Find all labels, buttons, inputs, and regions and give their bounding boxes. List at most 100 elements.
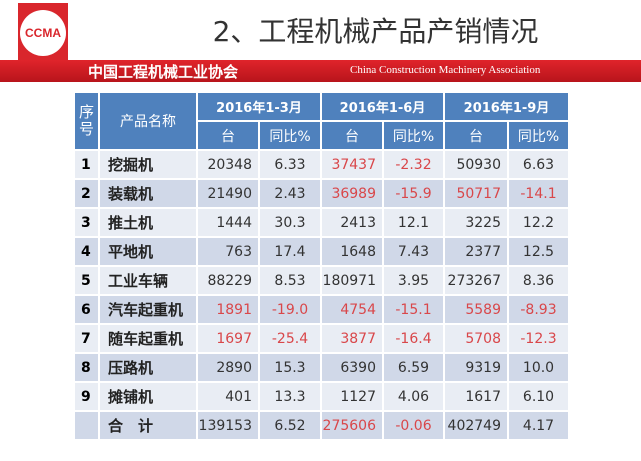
units-cell: 5708 (443, 323, 509, 354)
row-no: 7 (73, 323, 100, 354)
units-cell: 1127 (320, 381, 384, 412)
yoy-cell: 2.43 (258, 178, 322, 209)
table-row: 9 摊铺机 401 13.3 1127 4.06 1617 6.10 (73, 381, 570, 412)
row-no: 1 (73, 149, 100, 180)
yoy-cell: -15.9 (382, 178, 445, 209)
table-row: 7 随车起重机 1697 -25.4 3877 -16.4 5708 -12.3 (73, 323, 570, 354)
yoy-cell: -25.4 (258, 323, 322, 354)
yoy-cell: 6.63 (507, 149, 570, 180)
units-cell: 273267 (443, 265, 509, 296)
sales-table: 序号 产品名称 2016年1-3月 2016年1-6月 2016年1-9月 台同… (73, 91, 570, 441)
table-row: 1 挖掘机 20348 6.33 37437 -2.32 50930 6.63 (73, 149, 570, 180)
yoy-cell: -12.3 (507, 323, 570, 354)
yoy-cell: -14.1 (507, 178, 570, 209)
units-cell: 20348 (196, 149, 260, 180)
yoy-cell: 12.1 (382, 207, 445, 238)
units-cell: 180971 (320, 265, 384, 296)
row-no: 3 (73, 207, 100, 238)
header-no: 序号 (73, 91, 100, 151)
header-unit: 台 (196, 120, 260, 151)
product-name: 平地机 (98, 236, 198, 267)
header-unit: 台 (443, 120, 509, 151)
page-title: 2、工程机械产品产销情况 (212, 15, 539, 48)
units-cell: 401 (196, 381, 260, 412)
header-yoy: 同比% (507, 120, 570, 151)
yoy-cell: -15.1 (382, 294, 445, 325)
yoy-cell: 12.2 (507, 207, 570, 238)
yoy-cell: 6.10 (507, 381, 570, 412)
yoy-cell: 4.17 (507, 410, 570, 441)
product-name: 汽车起重机 (98, 294, 198, 325)
units-cell: 1617 (443, 381, 509, 412)
header-name: 产品名称 (98, 91, 198, 151)
product-name: 装载机 (98, 178, 198, 209)
yoy-cell: 15.3 (258, 352, 322, 383)
yoy-cell: 8.36 (507, 265, 570, 296)
row-no: 9 (73, 381, 100, 412)
yoy-cell: 6.52 (258, 410, 322, 441)
units-cell: 1444 (196, 207, 260, 238)
table-row: 2 装载机 21490 2.43 36989 -15.9 50717 -14.1 (73, 178, 570, 209)
units-cell: 37437 (320, 149, 384, 180)
units-cell: 1648 (320, 236, 384, 267)
units-cell: 402749 (443, 410, 509, 441)
units-cell: 21490 (196, 178, 260, 209)
header-yoy: 同比% (382, 120, 445, 151)
units-cell: 275606 (320, 410, 384, 441)
product-name: 工业车辆 (98, 265, 198, 296)
banner-cn: 中国工程机械工业协会 (88, 63, 239, 81)
association-banner: 中国工程机械工业协会 China Construction Machinery … (0, 60, 641, 82)
table-row: 5 工业车辆 88229 8.53 180971 3.95 273267 8.36 (73, 265, 570, 296)
header-group: 2016年1-3月 (196, 91, 322, 122)
table-row: 3 推土机 1444 30.3 2413 12.1 3225 12.2 (73, 207, 570, 238)
product-name: 压路机 (98, 352, 198, 383)
yoy-cell: 12.5 (507, 236, 570, 267)
yoy-cell: 8.53 (258, 265, 322, 296)
yoy-cell: -8.93 (507, 294, 570, 325)
units-cell: 3877 (320, 323, 384, 354)
units-cell: 3225 (443, 207, 509, 238)
row-no: 2 (73, 178, 100, 209)
yoy-cell: -2.32 (382, 149, 445, 180)
units-cell: 139153 (196, 410, 260, 441)
units-cell: 4754 (320, 294, 384, 325)
header-unit: 台 (320, 120, 384, 151)
product-name: 合 计 (98, 410, 198, 441)
yoy-cell: -19.0 (258, 294, 322, 325)
product-name: 挖掘机 (98, 149, 198, 180)
yoy-cell: 7.43 (382, 236, 445, 267)
header-yoy: 同比% (258, 120, 322, 151)
units-cell: 5589 (443, 294, 509, 325)
yoy-cell: -16.4 (382, 323, 445, 354)
row-no: 8 (73, 352, 100, 383)
units-cell: 1697 (196, 323, 260, 354)
units-cell: 2377 (443, 236, 509, 267)
yoy-cell: 6.59 (382, 352, 445, 383)
row-no: 4 (73, 236, 100, 267)
units-cell: 2890 (196, 352, 260, 383)
header-group: 2016年1-9月 (443, 91, 570, 122)
yoy-cell: 17.4 (258, 236, 322, 267)
units-cell: 763 (196, 236, 260, 267)
units-cell: 2413 (320, 207, 384, 238)
product-name: 随车起重机 (98, 323, 198, 354)
units-cell: 1891 (196, 294, 260, 325)
yoy-cell: 3.95 (382, 265, 445, 296)
table-row: 8 压路机 2890 15.3 6390 6.59 9319 10.0 (73, 352, 570, 383)
ccma-logo: CCMA (18, 3, 68, 63)
row-no: 6 (73, 294, 100, 325)
row-no: 5 (73, 265, 100, 296)
units-cell: 50717 (443, 178, 509, 209)
row-no (73, 410, 100, 441)
yoy-cell: 4.06 (382, 381, 445, 412)
table-row: 6 汽车起重机 1891 -19.0 4754 -15.1 5589 -8.93 (73, 294, 570, 325)
yoy-cell: 10.0 (507, 352, 570, 383)
yoy-cell: -0.06 (382, 410, 445, 441)
units-cell: 36989 (320, 178, 384, 209)
yoy-cell: 6.33 (258, 149, 322, 180)
banner-en: China Construction Machinery Association (350, 64, 541, 76)
yoy-cell: 13.3 (258, 381, 322, 412)
units-cell: 6390 (320, 352, 384, 383)
header-group: 2016年1-6月 (320, 91, 445, 122)
units-cell: 9319 (443, 352, 509, 383)
